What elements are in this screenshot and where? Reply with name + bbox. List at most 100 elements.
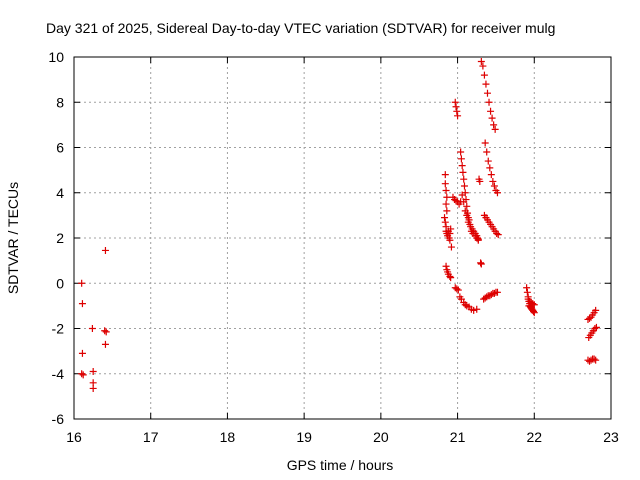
data-point: [460, 198, 468, 206]
y-tick-label: 6: [56, 140, 64, 156]
data-point: [447, 225, 455, 233]
data-point: [473, 234, 481, 242]
data-point: [443, 207, 451, 215]
data-point: [446, 272, 454, 280]
y-tick-label: -4: [52, 366, 65, 382]
data-point: [101, 246, 109, 254]
y-tick-label: 8: [56, 94, 64, 110]
data-point: [530, 301, 538, 309]
data-point: [486, 164, 494, 172]
data-point: [476, 177, 484, 185]
data-point: [592, 323, 600, 331]
data-point: [443, 193, 451, 201]
data-point: [78, 300, 86, 308]
data-point: [526, 303, 534, 311]
data-point: [442, 262, 450, 270]
data-point: [530, 309, 538, 317]
y-tick-label: 0: [56, 275, 64, 291]
data-point: [447, 274, 455, 282]
data-point: [441, 180, 449, 188]
data-point: [487, 291, 495, 299]
data-point: [592, 306, 600, 314]
data-point: [484, 157, 492, 165]
data-point: [590, 355, 598, 363]
data-point: [453, 285, 461, 293]
data-point: [459, 168, 467, 176]
data-point: [586, 314, 594, 322]
data-point: [447, 243, 455, 251]
x-tick-label: 23: [603, 429, 619, 445]
y-tick-label: -2: [52, 321, 65, 337]
data-point: [88, 325, 96, 332]
data-point: [477, 58, 485, 66]
data-point: [493, 189, 501, 197]
data-point: [530, 308, 538, 316]
x-tick-label: 21: [450, 429, 466, 445]
data-point: [446, 229, 454, 237]
data-point: [442, 200, 450, 208]
data-point: [480, 71, 488, 79]
data-point: [523, 284, 531, 292]
data-point: [78, 349, 86, 357]
data-point: [89, 367, 97, 375]
data-point: [458, 191, 466, 199]
data-point: [482, 80, 490, 88]
data-point: [483, 148, 491, 156]
data-point: [490, 121, 498, 129]
data-point: [102, 328, 110, 336]
data-point: [460, 175, 468, 183]
x-tick-label: 22: [526, 429, 542, 445]
data-points: [78, 58, 600, 392]
x-tick-label: 18: [220, 429, 236, 445]
x-tick-label: 19: [296, 429, 312, 445]
data-point: [470, 306, 478, 314]
data-point: [78, 279, 86, 287]
data-point: [485, 98, 493, 106]
data-point: [523, 288, 531, 296]
data-point: [441, 218, 449, 226]
data-point: [461, 301, 469, 309]
x-axis-ticks: 16 17 18 19 20 21 22 23: [66, 57, 619, 445]
data-point: [442, 186, 450, 194]
data-point: [493, 288, 501, 296]
data-point: [452, 197, 460, 205]
data-point: [89, 384, 97, 392]
chart-title: Day 321 of 2025, Sidereal Day-to-day VTE…: [46, 20, 555, 36]
data-point: [592, 356, 600, 364]
data-point: [453, 107, 461, 115]
y-axis-ticks: -6 -4 -2 0 2 4 6 8 10: [48, 49, 611, 427]
data-point: [454, 112, 462, 120]
data-point: [457, 148, 465, 156]
data-point: [479, 62, 487, 70]
data-point: [101, 327, 109, 335]
data-point: [487, 107, 495, 115]
data-point: [477, 259, 485, 267]
data-point: [488, 114, 496, 122]
data-point: [461, 207, 469, 215]
data-point: [483, 293, 491, 301]
data-point: [79, 371, 87, 379]
x-tick-label: 16: [66, 429, 82, 445]
y-tick-label: 4: [56, 185, 64, 201]
data-point: [591, 325, 599, 332]
plot-frame: [73, 56, 612, 420]
x-tick-label: 17: [143, 429, 159, 445]
y-tick-label: 10: [48, 49, 64, 65]
data-point: [477, 260, 485, 268]
data-point: [525, 302, 533, 310]
data-point: [463, 211, 471, 219]
data-point: [487, 171, 495, 179]
data-point: [489, 177, 497, 185]
data-point: [441, 214, 449, 222]
y-tick-label: 2: [56, 230, 64, 246]
data-point: [452, 103, 460, 111]
data-point: [491, 125, 499, 133]
data-point: [454, 286, 462, 294]
data-point: [457, 155, 465, 163]
data-point: [490, 289, 498, 297]
y-axis-label: SDTVAR / TECUs: [5, 182, 21, 294]
data-point: [466, 220, 474, 228]
data-point: [460, 182, 468, 190]
data-point: [458, 162, 466, 170]
